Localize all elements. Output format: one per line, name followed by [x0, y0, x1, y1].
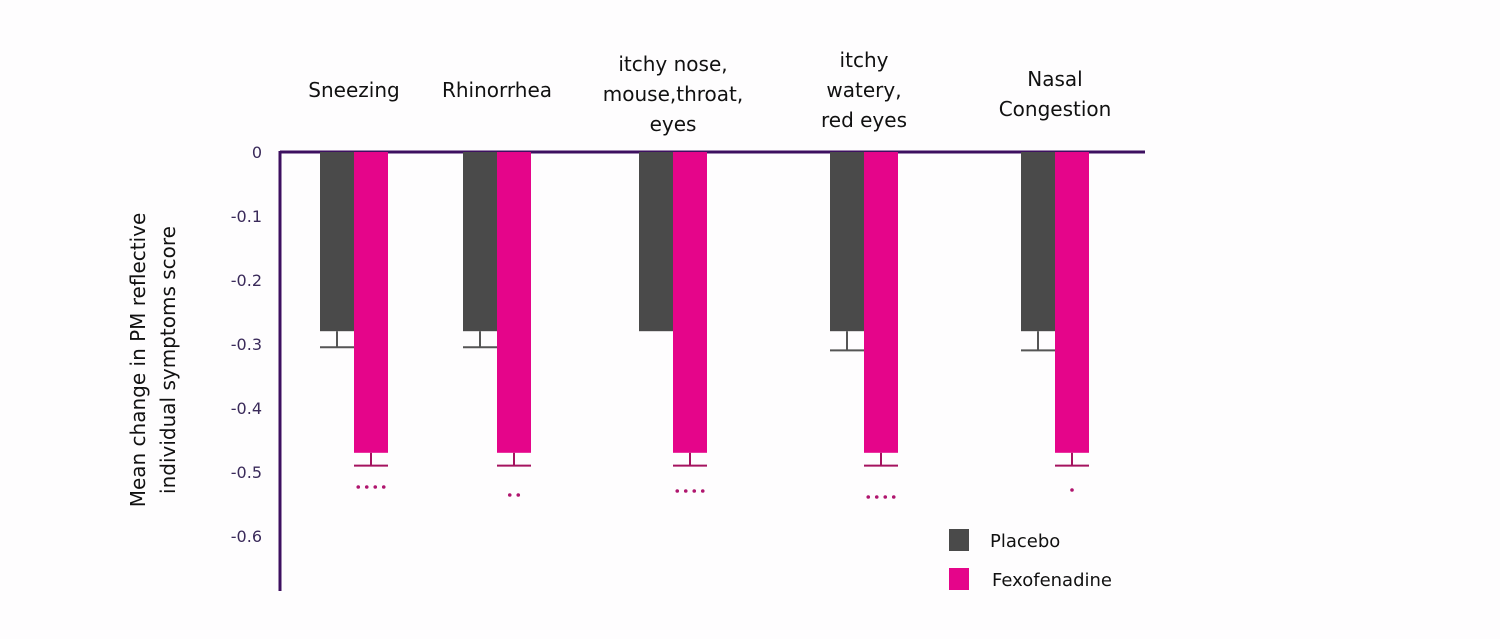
category-label: watery,	[826, 78, 901, 102]
bar-fexofenadine	[864, 152, 898, 453]
significance-dot	[1070, 488, 1074, 492]
category-label: itchy nose,	[618, 52, 727, 76]
legend-swatch-fexofenadine	[949, 568, 969, 590]
bar-fexofenadine	[354, 152, 388, 453]
y-axis-label: Mean change in PM reflective	[126, 213, 150, 508]
significance-marker: ....	[370, 486, 372, 488]
y-tick-label: -0.6	[231, 527, 262, 546]
category-label: Congestion	[999, 97, 1112, 121]
significance-dot	[675, 489, 680, 493]
bar-placebo	[830, 152, 865, 332]
significance-dot	[516, 493, 521, 497]
category-label: eyes	[650, 112, 697, 136]
significance-dot	[507, 493, 512, 497]
bar-placebo	[320, 152, 355, 332]
significance-marker: ....	[689, 490, 691, 492]
significance-dot	[866, 495, 871, 499]
y-tick-label: -0.3	[231, 335, 262, 354]
y-tick-label: -0.4	[231, 399, 262, 418]
significance-dot	[683, 489, 688, 493]
significance-dot	[874, 495, 879, 499]
category-label: Nasal	[1027, 67, 1082, 91]
y-tick-label: -0.5	[231, 463, 262, 482]
bar-placebo	[463, 152, 498, 332]
significance-dot	[700, 489, 705, 493]
bar-fexofenadine	[497, 152, 531, 453]
y-tick-label: 0	[252, 143, 262, 162]
category-label: itchy	[840, 48, 889, 72]
bar-placebo	[639, 152, 674, 332]
legend-label: Placebo	[990, 531, 1060, 552]
significance-dot	[891, 495, 896, 499]
category-label: Rhinorrhea	[442, 78, 552, 102]
significance-dot	[364, 485, 369, 489]
category-label: mouse,throat,	[603, 82, 743, 106]
significance-dot	[381, 485, 386, 489]
legend-swatch-placebo	[949, 529, 969, 551]
y-tick-label: -0.2	[231, 271, 262, 290]
bar-fexofenadine	[673, 152, 707, 453]
bar-placebo	[1021, 152, 1056, 332]
bar-fexofenadine	[1055, 152, 1089, 453]
significance-marker: ....	[880, 496, 882, 498]
significance-marker: ..	[514, 494, 515, 496]
significance-dot	[883, 495, 888, 499]
y-tick-label: -0.1	[231, 207, 262, 226]
significance-dot	[692, 489, 697, 493]
y-axis-label: individual symptoms score	[156, 226, 180, 494]
category-label: Sneezing	[308, 78, 399, 102]
significance-dot	[356, 485, 361, 489]
significance-dot	[373, 485, 378, 489]
legend-label: Fexofenadine	[992, 570, 1112, 591]
category-label: red eyes	[821, 108, 907, 132]
